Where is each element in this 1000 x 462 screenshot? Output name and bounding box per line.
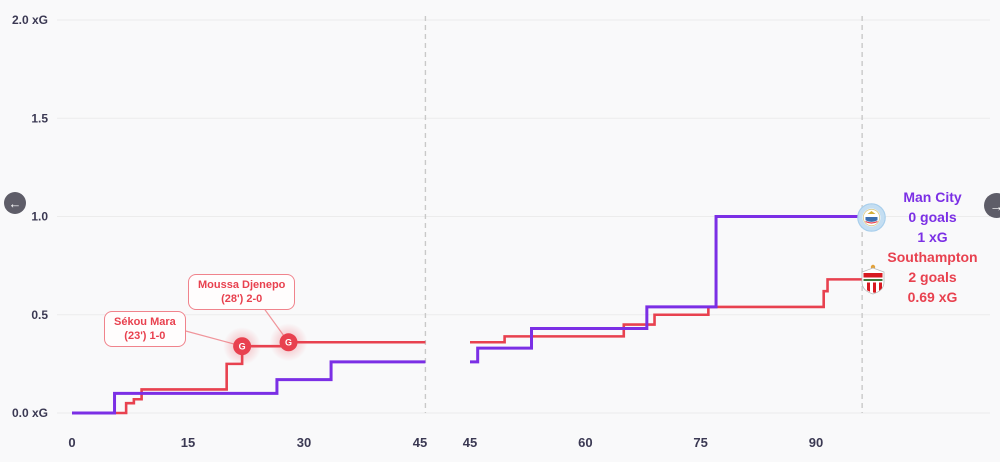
away-team-xg: 0.69 xG <box>907 289 958 305</box>
right-arrow-icon: → <box>989 197 1000 214</box>
x-tick-label-second-half: 60 <box>578 435 592 450</box>
away-team-goals: 2 goals <box>908 269 957 285</box>
y-tick-label: 1.0 <box>31 210 48 224</box>
man-city-badge-icon <box>857 203 886 232</box>
home-team-xg: 1 xG <box>917 229 948 245</box>
prev-graph-button[interactable]: ← <box>4 192 26 214</box>
x-tick-label-first-half: 15 <box>181 435 195 450</box>
goal-marker-letter: G <box>285 338 292 348</box>
goal-scorer-name: Moussa Djenepo <box>198 279 286 291</box>
x-tick-label-first-half: 45 <box>413 435 427 450</box>
away-team-name: Southampton <box>887 249 978 265</box>
y-tick-label: 1.5 <box>31 111 48 125</box>
x-tick-label-first-half: 0 <box>68 435 75 450</box>
y-tick-label: 0.5 <box>31 308 48 322</box>
x-tick-label-second-half: 75 <box>693 435 707 450</box>
goal-minute-score: (28') 2-0 <box>221 293 263 305</box>
y-tick-label: 2.0 xG <box>12 13 48 27</box>
goal-tooltip-mara: Sékou Mara (23') 1-0 <box>104 311 186 347</box>
away-xg-line <box>470 278 863 344</box>
home-team-summary: Man City 0 goals 1 xG <box>875 187 990 247</box>
home-xg-line <box>72 360 426 415</box>
goal-marker[interactable] <box>233 337 252 356</box>
y-tick-label: 0.0 xG <box>12 406 48 420</box>
away-team-summary: Southampton 2 goals 0.69 xG <box>870 247 995 307</box>
goal-minute-score: (23') 1-0 <box>124 330 166 342</box>
home-team-name: Man City <box>903 189 962 205</box>
x-tick-label-second-half: 90 <box>809 435 823 450</box>
goal-scorer-name: Sékou Mara <box>114 316 176 328</box>
x-tick-label-second-half: 45 <box>463 435 477 450</box>
x-tick-label-first-half: 30 <box>297 435 311 450</box>
home-team-goals: 0 goals <box>908 209 957 225</box>
left-arrow-icon: ← <box>8 195 22 211</box>
goal-marker[interactable] <box>279 333 298 352</box>
home-xg-line <box>470 215 863 364</box>
next-graph-button[interactable]: → <box>984 193 1000 218</box>
goal-marker-letter: G <box>239 342 246 352</box>
goal-tooltip-djenepo: Moussa Djenepo (28') 2-0 <box>188 274 296 310</box>
southampton-badge-icon <box>861 264 885 295</box>
